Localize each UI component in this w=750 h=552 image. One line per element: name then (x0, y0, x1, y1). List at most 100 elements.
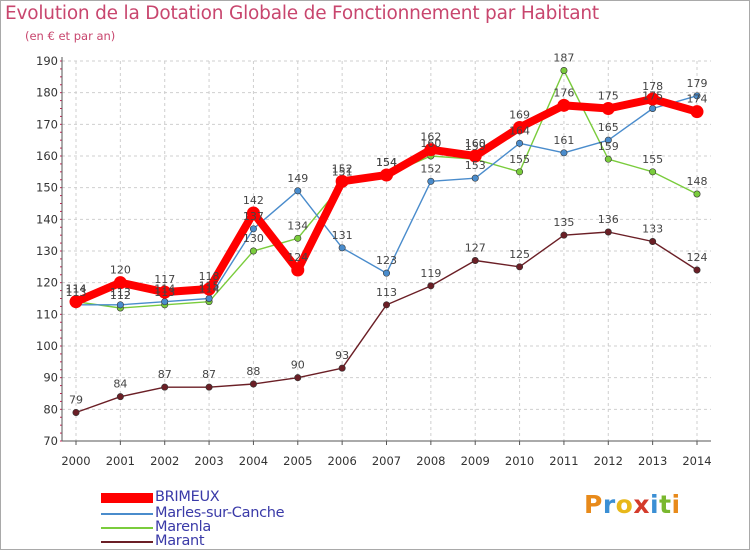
data-point-brimeux (646, 92, 660, 106)
data-point-brimeux (202, 282, 216, 296)
data-label-marles-sur-canche: 137 (243, 210, 264, 223)
legend-swatch-marles-sur-canche (101, 513, 153, 515)
x-tick-label: 2014 (682, 454, 711, 468)
logo-letter: o (615, 490, 634, 519)
y-tick-label: 190 (36, 54, 58, 68)
legend-swatch-marant (101, 541, 153, 543)
x-tick-label: 2002 (150, 454, 179, 468)
data-label-marant: 133 (642, 223, 663, 236)
data-label-marenla: 151 (332, 166, 353, 179)
data-point-marenla (604, 155, 612, 163)
legend-label-marant: Marant (155, 533, 205, 549)
data-point-marenla (294, 234, 302, 242)
x-tick-label: 2004 (239, 454, 268, 468)
data-point-marant (382, 301, 390, 309)
data-point-marles-sur-canche (294, 187, 302, 195)
data-point-brimeux (69, 295, 83, 309)
proxiti-logo: Proxiti (584, 490, 681, 519)
x-tick-label: 2001 (106, 454, 135, 468)
data-point-marant (338, 364, 346, 372)
data-point-marant (161, 383, 169, 391)
data-point-brimeux (335, 174, 349, 188)
data-label-brimeux: 175 (598, 90, 619, 103)
data-label-brimeux: 176 (553, 86, 574, 99)
data-label-marant: 79 (69, 394, 83, 407)
data-label-marant: 87 (158, 368, 172, 381)
data-label-marles-sur-canche: 115 (199, 280, 220, 293)
data-label-marles-sur-canche: 123 (376, 254, 397, 267)
data-label-marenla: 159 (598, 140, 619, 153)
data-label-marles-sur-canche: 113 (110, 286, 131, 299)
x-tick-label: 2003 (194, 454, 223, 468)
data-point-marenla (649, 168, 657, 176)
data-point-marant (649, 238, 657, 246)
data-label-marenla: 112 (110, 289, 131, 302)
data-point-marles-sur-canche (382, 269, 390, 277)
data-point-marles-sur-canche (560, 149, 568, 157)
legend-item-marles-sur-canche: Marles-sur-Canche (101, 505, 361, 524)
data-point-marles-sur-canche (338, 244, 346, 252)
data-point-marles-sur-canche (161, 298, 169, 306)
logo-letter: t (659, 490, 672, 519)
data-point-brimeux (513, 121, 527, 134)
x-tick-label: 2006 (328, 454, 357, 468)
data-point-marant (604, 228, 612, 236)
data-label-marles-sur-canche: 164 (509, 124, 530, 137)
data-point-marenla (560, 67, 568, 75)
data-label-marenla: 159 (465, 140, 486, 153)
legend-label-brimeux: BRIMEUX (155, 489, 220, 505)
x-tick-label: 2010 (505, 454, 534, 468)
data-point-marant (249, 380, 257, 388)
logo-letter: r (602, 490, 616, 519)
data-point-marant (427, 282, 435, 290)
data-label-marant: 90 (291, 359, 305, 372)
data-label-marant: 135 (553, 216, 574, 229)
data-label-brimeux: 178 (642, 80, 663, 93)
data-label-marant: 87 (202, 368, 216, 381)
data-point-marenla (516, 168, 524, 176)
data-point-marles-sur-canche (116, 301, 124, 309)
data-label-brimeux: 169 (509, 109, 530, 122)
chart-title: Evolution de la Dotation Globale de Fonc… (5, 3, 599, 24)
data-point-brimeux (158, 285, 172, 299)
data-label-marles-sur-canche: 175 (642, 90, 663, 103)
legend-label-marles-sur-canche: Marles-sur-Canche (155, 505, 285, 521)
data-label-marles-sur-canche: 131 (332, 229, 353, 242)
chart-subtitle: (en € et par an) (25, 29, 116, 43)
data-label-marles-sur-canche: 114 (154, 283, 175, 296)
data-point-brimeux (380, 168, 393, 182)
data-point-marant (516, 263, 524, 271)
data-label-marenla: 114 (66, 283, 87, 296)
data-label-brimeux: 118 (199, 270, 220, 283)
y-tick-label: 130 (36, 244, 58, 258)
x-tick-label: 2000 (61, 454, 90, 468)
data-label-marenla: 130 (243, 232, 264, 245)
data-label-brimeux: 114 (66, 283, 87, 296)
data-label-brimeux: 154 (376, 156, 397, 169)
logo-letter: P (584, 490, 603, 519)
y-tick-label: 180 (36, 86, 58, 100)
data-point-marenla (249, 247, 257, 255)
data-point-brimeux (291, 263, 305, 277)
data-point-brimeux (468, 149, 482, 163)
data-label-marant: 119 (420, 267, 441, 280)
data-point-marenla (693, 190, 701, 198)
x-tick-label: 2012 (594, 454, 623, 468)
legend-item-brimeux: BRIMEUX (101, 489, 361, 508)
data-point-brimeux (690, 105, 704, 119)
data-point-brimeux (601, 102, 615, 115)
data-point-brimeux (557, 98, 571, 112)
data-label-marenla: 134 (287, 219, 308, 232)
data-point-marles-sur-canche (604, 136, 612, 144)
data-point-marant (294, 374, 302, 382)
data-point-brimeux (424, 143, 438, 157)
data-label-brimeux: 162 (420, 131, 441, 144)
legend-swatch-marenla (101, 527, 153, 529)
x-tick-label: 2008 (416, 454, 445, 468)
x-tick-label: 2013 (638, 454, 667, 468)
data-label-marenla: 160 (420, 137, 441, 150)
legend-item-marant: Marant (101, 533, 361, 552)
y-tick-label: 140 (36, 212, 58, 226)
